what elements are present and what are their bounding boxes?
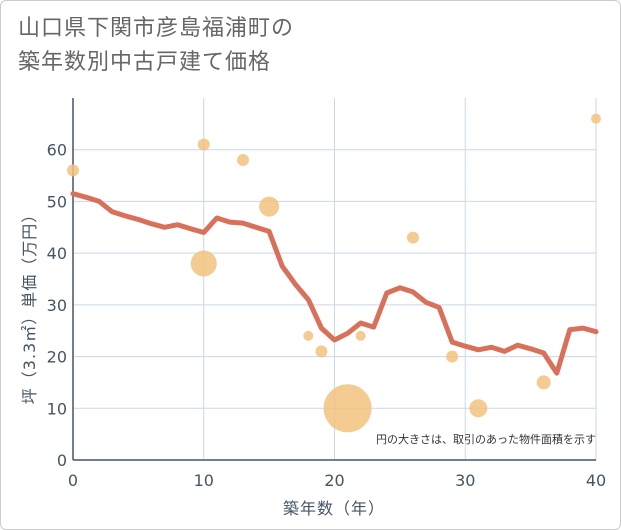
chart-title-line-2: 築年数別中古戸建て価格 xyxy=(18,50,272,75)
bubble-point xyxy=(190,250,217,277)
x-axis-label: 築年数（年） xyxy=(283,499,385,518)
x-tick-label: 40 xyxy=(586,471,606,490)
y-tick-label: 50 xyxy=(47,192,67,211)
y-tick-label: 40 xyxy=(47,244,67,263)
bubble-point xyxy=(355,330,366,341)
tick-labels: 0 10 20 30 40 0 10 20 30 40 50 60 xyxy=(47,141,607,490)
y-axis-label: 坪（3.3㎡）単価（万円） xyxy=(20,206,39,404)
average-line-series xyxy=(70,191,599,376)
bubble-point xyxy=(536,375,551,390)
bubble-point xyxy=(197,138,210,151)
chart-title: 山口県下関市彦島福浦町の 築年数別中古戸建て価格 xyxy=(18,12,294,80)
y-tick-label: 60 xyxy=(47,141,67,160)
x-tick-label: 10 xyxy=(194,471,214,490)
average-price-line xyxy=(70,191,599,376)
grid xyxy=(73,98,597,460)
chart-title-line-1: 山口県下関市彦島福浦町の xyxy=(18,16,295,41)
bubble-series xyxy=(67,113,601,433)
y-tick-label: 0 xyxy=(57,451,67,470)
bubble-point xyxy=(67,164,79,177)
bubble-size-note: 円の大きさは、取引のあった物件面積を示す xyxy=(376,432,596,446)
axes xyxy=(72,98,596,461)
bubble-point xyxy=(406,231,419,244)
x-tick-label: 0 xyxy=(68,471,78,490)
x-tick-label: 30 xyxy=(455,471,475,490)
bubble-point xyxy=(469,399,488,418)
bubble-point xyxy=(591,113,601,124)
y-tick-label: 10 xyxy=(47,399,67,418)
bubble-point xyxy=(323,384,372,433)
x-tick-label: 20 xyxy=(324,471,344,490)
bubble-point xyxy=(303,330,314,341)
bubble-point xyxy=(315,345,328,358)
y-tick-label: 30 xyxy=(47,296,67,315)
bubble-point xyxy=(259,196,280,217)
bubble-point xyxy=(446,350,459,363)
y-tick-label: 20 xyxy=(47,348,67,367)
bubble-point xyxy=(236,154,249,167)
